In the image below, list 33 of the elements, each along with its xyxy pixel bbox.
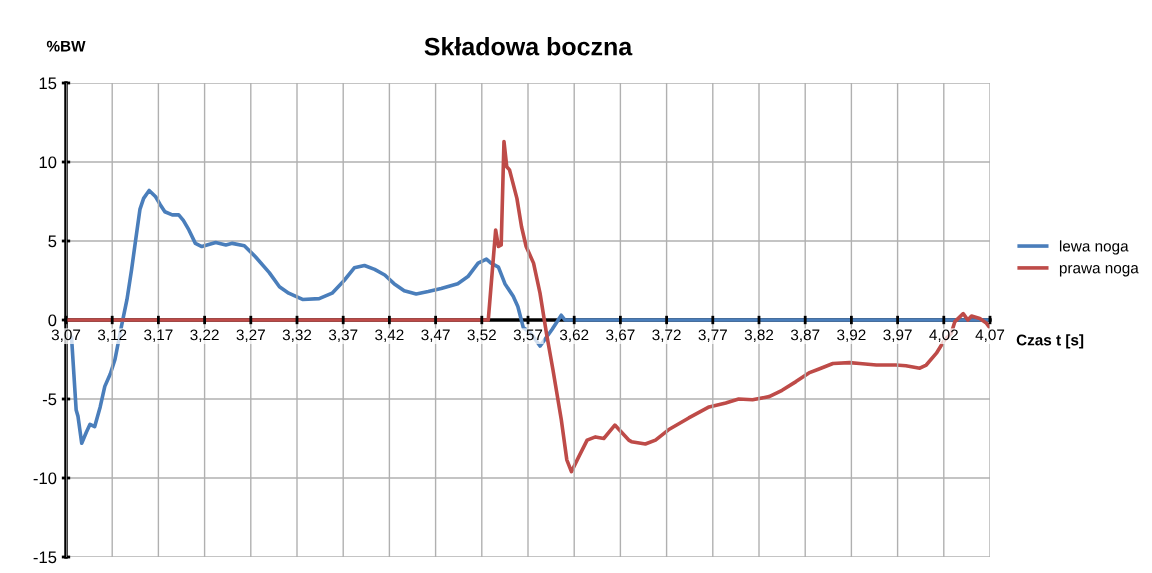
chart-title: Składowa boczna (424, 37, 633, 56)
x-tick-label: 3,87 (790, 329, 820, 343)
y-tick-label: 5 (48, 235, 57, 248)
x-tick-label: 3,97 (883, 329, 912, 343)
x-tick-label: 3,42 (375, 329, 404, 343)
x-tick-label: 3,37 (328, 329, 358, 343)
x-axis-title: Czas t [s] (1016, 334, 1084, 349)
y-tick-label: 10 (39, 156, 57, 169)
y-axis-title: %BW (46, 40, 86, 52)
x-tick-label: 3,67 (606, 329, 635, 343)
x-tick-label: 3,32 (282, 329, 312, 343)
y-tick-label: -10 (33, 472, 57, 485)
x-tick-label: 3,17 (144, 329, 173, 343)
x-tick-label: 3,12 (97, 329, 127, 343)
x-tick-label: 3,57 (513, 329, 543, 343)
x-tick-label: 3,52 (467, 329, 496, 343)
y-tick-label: -5 (42, 393, 57, 406)
x-tick-label: 3,72 (652, 329, 681, 343)
x-tick-label: 3,92 (837, 329, 866, 343)
x-tick-label: 4,07 (975, 329, 1005, 343)
legend-label: lewa noga (1059, 240, 1129, 255)
x-tick-label: 3,77 (698, 329, 727, 343)
x-tick-label: 3,82 (744, 329, 774, 343)
legend-label: prawa noga (1059, 265, 1139, 277)
x-tick-label: 3,62 (559, 329, 589, 343)
x-tick-label: 4,02 (929, 329, 958, 343)
x-tick-label: 3,27 (236, 329, 265, 343)
y-tick-label: 15 (39, 77, 57, 90)
y-tick-label: -15 (33, 551, 57, 564)
x-tick-label: 3,07 (51, 329, 81, 343)
x-tick-label: 3,22 (190, 329, 219, 343)
x-tick-label: 3,47 (421, 329, 450, 343)
y-tick-label: 0 (48, 314, 57, 327)
